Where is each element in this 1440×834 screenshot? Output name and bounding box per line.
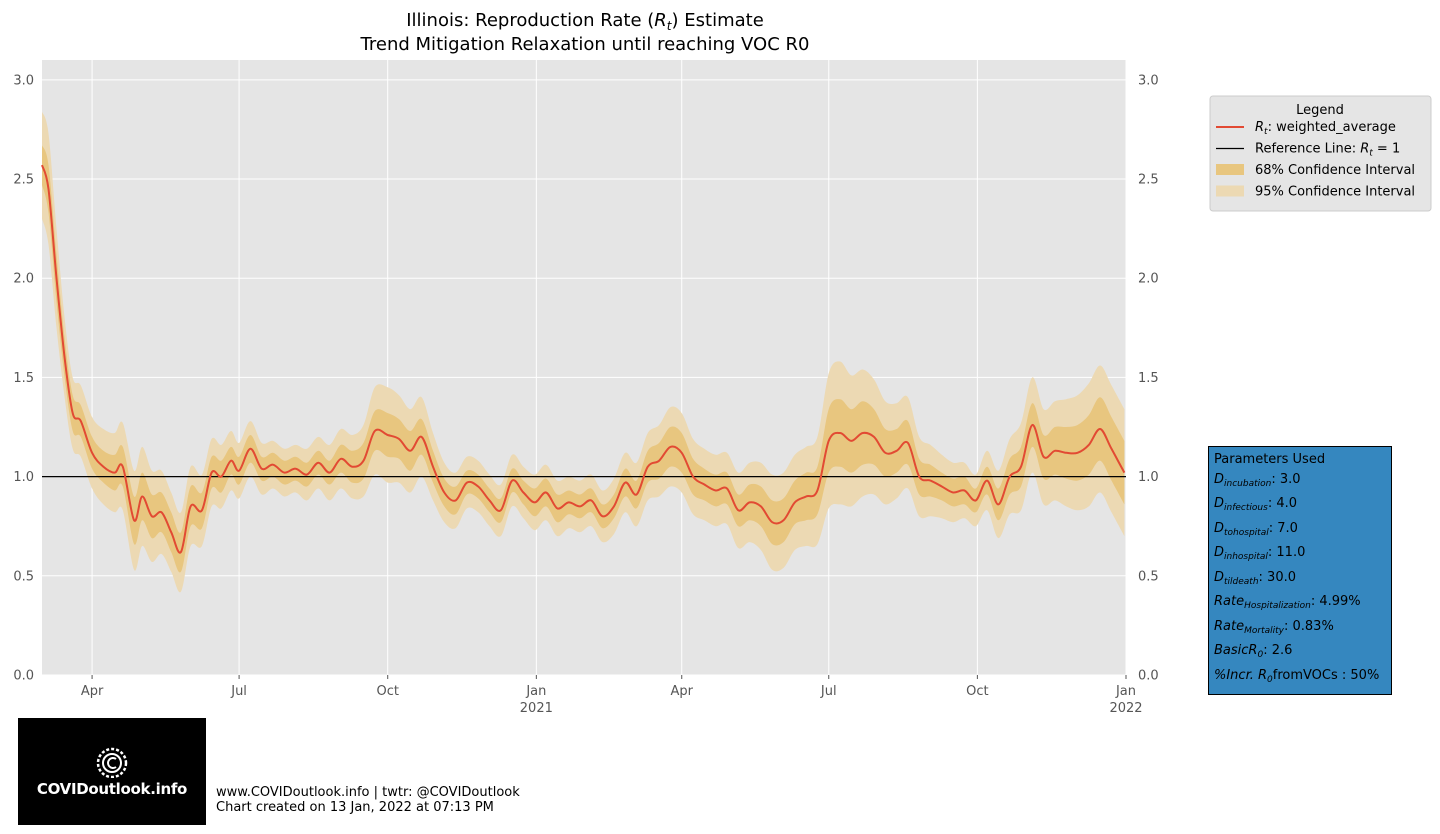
x-tick-label: Apr <box>81 684 104 699</box>
virus-c-icon <box>96 747 128 778</box>
parameters-box: Parameters Used Dincubation: 3.0 Dinfecti… <box>1208 446 1392 695</box>
x-axis: Apr Jul Oct Jan 2021 Apr Jul Oct Jan 2022 <box>81 675 1143 716</box>
parameter-item: RateMortality: 0.83% <box>1214 618 1334 636</box>
y-tick-label: 2.0 <box>13 272 34 287</box>
x-tick-label: Oct <box>376 684 398 699</box>
chart-title: Illinois: Reproduction Rate (Rt) Estimat… <box>406 10 764 33</box>
x-tick-label: Jan <box>1115 684 1136 699</box>
legend-swatch <box>1216 185 1244 197</box>
y-tick-label: 0.0 <box>13 669 34 684</box>
y-tick-label: 2.5 <box>13 173 34 188</box>
y-tick-label-right: 2.0 <box>1138 272 1159 287</box>
plot-area <box>42 60 1126 675</box>
x-tick-year: 2021 <box>520 701 553 716</box>
y-tick-label-right: 0.0 <box>1138 669 1159 684</box>
legend: Legend Rt: weighted_average Reference Lin… <box>1209 95 1432 212</box>
y-tick-label-right: 1.5 <box>1138 371 1159 386</box>
parameter-item: BasicR0: 2.6 <box>1214 643 1293 660</box>
confidence-bands <box>42 111 1125 593</box>
y-axis-right: 0.0 0.5 1.0 1.5 2.0 2.5 3.0 <box>1138 73 1159 683</box>
parameter-item: Dtildeath: 30.0 <box>1214 569 1297 587</box>
parameters-title: Parameters Used <box>1214 452 1326 467</box>
legend-label: Rt: weighted_average <box>1255 120 1396 137</box>
parameter-item: %Incr. R0fromVOCs : 50% <box>1214 667 1380 685</box>
y-tick-label-right: 2.5 <box>1138 173 1159 188</box>
legend-label: 95% Confidence Interval <box>1255 185 1415 200</box>
footer-created: Chart created on 13 Jan, 2022 at 07:13 P… <box>216 800 494 815</box>
y-tick-label: 1.0 <box>13 470 34 485</box>
legend-swatch <box>1216 164 1244 175</box>
x-tick-label: Jul <box>820 684 837 699</box>
legend-box <box>1209 95 1432 212</box>
x-tick-label: Jan <box>525 684 546 699</box>
grid <box>42 60 1127 676</box>
y-tick-label-right: 3.0 <box>1138 73 1159 88</box>
y-tick-label: 0.5 <box>13 569 34 584</box>
legend-label: 68% Confidence Interval <box>1255 163 1415 178</box>
y-axis-left: 0.0 0.5 1.0 1.5 2.0 2.5 3.0 <box>13 73 34 683</box>
y-tick-label-right: 0.5 <box>1138 569 1159 584</box>
parameter-item: RateHospitalization: 4.99% <box>1214 594 1361 611</box>
x-tick-year: 2022 <box>1109 701 1142 716</box>
parameter-item: Dinhospital: 11.0 <box>1214 545 1306 562</box>
y-tick-label: 3.0 <box>13 73 34 88</box>
parameter-item: Dtohospital: 7.0 <box>1214 520 1298 538</box>
legend-label: Reference Line: Rt = 1 <box>1255 142 1400 159</box>
ci68-band <box>42 145 1125 573</box>
footer: www.COVIDoutlook.info | twtr: @COVIDoutl… <box>216 785 520 815</box>
y-tick-label: 1.5 <box>13 371 34 386</box>
series-line-weighted-average <box>41 164 1126 554</box>
parameter-item: Dinfectious: 4.0 <box>1214 496 1297 513</box>
parameter-item: Dincubation: 3.0 <box>1214 471 1301 489</box>
x-tick-label: Oct <box>966 684 988 699</box>
y-tick-label-right: 1.0 <box>1138 470 1159 485</box>
chart-subtitle: Trend Mitigation Relaxation until reachi… <box>360 34 810 55</box>
x-tick-label: Apr <box>670 684 693 699</box>
logo: COVIDoutlook.info <box>18 718 206 825</box>
footer-links: www.COVIDoutlook.info | twtr: @COVIDoutl… <box>216 785 520 800</box>
x-tick-label: Jul <box>230 684 247 699</box>
legend-title: Legend <box>1296 103 1344 118</box>
logo-text: COVIDoutlook.info <box>36 780 188 798</box>
